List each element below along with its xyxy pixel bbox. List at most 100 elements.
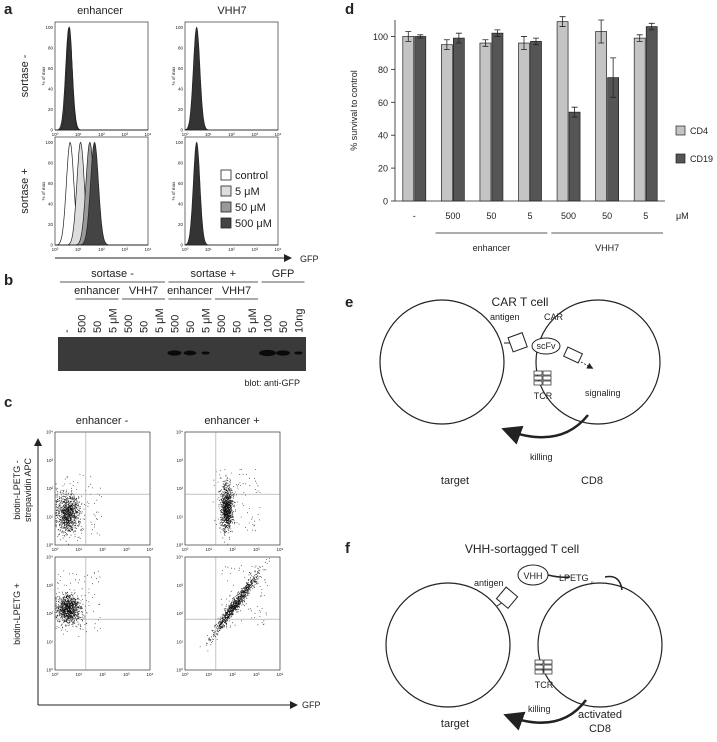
cell-label: activated <box>578 709 622 721</box>
x-tick-label: 50 <box>602 211 612 221</box>
y-tick-label: 10⁰ <box>46 543 53 548</box>
plot-frame <box>54 431 151 546</box>
label: signaling <box>585 388 621 398</box>
group-header: sortase + <box>190 268 236 280</box>
panel-letter: c <box>4 394 12 411</box>
x-tick-label: 10² <box>228 247 235 252</box>
x-tick-label: 10² <box>229 672 236 677</box>
x-tick-label: 10⁴ <box>147 672 154 677</box>
subgroup-header: enhancer <box>167 285 213 297</box>
lane-label: 50 <box>278 321 290 333</box>
bar <box>645 26 658 202</box>
error-bar <box>533 37 539 46</box>
x-tick-label: 10⁴ <box>277 547 284 552</box>
column-header: enhancer <box>77 5 123 17</box>
tcr-icon <box>543 669 553 675</box>
error-bar <box>571 106 578 118</box>
lane-label: 5 μM <box>247 308 259 333</box>
y-tick-label: 40 <box>178 201 184 206</box>
x-tick-label: 10³ <box>253 547 260 552</box>
blot-band <box>276 350 290 356</box>
legend-swatch <box>675 125 686 136</box>
legend-label: 50 μM <box>235 202 266 214</box>
x-tick-label: 10¹ <box>205 547 212 552</box>
y-tick-label: 10³ <box>46 583 53 588</box>
y-tick-label: 20 <box>48 107 54 112</box>
x-tick-label: 10¹ <box>75 672 82 677</box>
x-tick-label: 10³ <box>253 672 260 677</box>
label: CAR <box>544 312 564 322</box>
x-tick-label: 10¹ <box>205 247 212 252</box>
x-tick-label: 500 <box>445 211 460 221</box>
y-tick-label: 100 <box>45 25 53 30</box>
tcr-icon <box>534 659 544 665</box>
x-tick-label: 10³ <box>121 132 128 137</box>
x-tick-label: 10⁴ <box>145 132 152 137</box>
blot-band <box>201 351 210 355</box>
y-tick-label: 20 <box>48 222 54 227</box>
x-tick-label: 10¹ <box>205 132 212 137</box>
legend-swatch <box>220 169 232 181</box>
y-axis-label: % of max <box>41 66 46 86</box>
bar <box>595 31 607 202</box>
x-tick-label: 10⁴ <box>145 247 152 252</box>
lane-label: - <box>61 329 73 333</box>
column-header: VHH7 <box>217 5 246 17</box>
label: antigen <box>490 312 520 322</box>
x-tick-label: 10³ <box>121 247 128 252</box>
y-tick-label: 0 <box>180 243 183 248</box>
legend-swatch <box>220 217 232 229</box>
group-label: VHH7 <box>595 243 619 253</box>
bar <box>491 32 504 202</box>
y-tick-label: 0 <box>383 197 388 207</box>
x-tick-label: 10² <box>98 247 105 252</box>
cell-label: CD8 <box>581 475 603 487</box>
x-tick-label: 10³ <box>251 132 258 137</box>
error-bar <box>636 34 643 42</box>
histogram <box>184 26 278 131</box>
tcr-icon <box>542 370 552 376</box>
x-unit: μM <box>676 211 689 221</box>
car-icon <box>562 346 584 364</box>
lane-label: 50 <box>139 321 151 333</box>
x-tick-label: 10¹ <box>75 247 82 252</box>
antigen-icon <box>507 332 528 353</box>
y-tick-label: 40 <box>178 86 184 91</box>
tcr-icon <box>533 375 543 381</box>
error-bar <box>598 19 605 44</box>
y-tick-label: 10⁴ <box>176 430 183 435</box>
x-tick-label: 10⁰ <box>182 547 189 552</box>
tcr-icon <box>533 370 543 376</box>
t-cell <box>537 582 663 708</box>
lane-label: 5 μM <box>108 308 120 333</box>
diagram-title: CAR T cell <box>492 295 549 309</box>
y-tick-label: 0 <box>50 243 53 248</box>
blot-band <box>259 349 276 357</box>
legend-label: 5 μM <box>235 186 260 198</box>
blot-band <box>294 351 303 355</box>
target-cell <box>379 299 505 425</box>
x-tick-label: 10⁴ <box>275 132 282 137</box>
antigen-icon <box>495 586 519 609</box>
error-bar <box>405 31 412 42</box>
flow-dots <box>55 570 101 637</box>
lane-label: 500 <box>77 315 89 333</box>
killing-arrow <box>501 414 589 445</box>
label: antigen <box>474 578 504 588</box>
blot-label: blot: anti-GFP <box>244 378 300 388</box>
error-bar <box>455 32 462 44</box>
panel-letter: e <box>345 294 353 311</box>
y-tick-label: 80 <box>178 160 184 165</box>
x-tick-label: 500 <box>561 211 576 221</box>
panel-letter: b <box>4 272 13 289</box>
error-bar <box>494 29 501 37</box>
lane-label: 50 <box>185 321 197 333</box>
plot-frame <box>184 431 281 546</box>
blot-band <box>167 350 182 356</box>
bar <box>479 42 492 202</box>
error-bar <box>417 34 424 39</box>
y-tick-label: 60 <box>178 181 184 186</box>
tcr-icon <box>542 375 552 381</box>
